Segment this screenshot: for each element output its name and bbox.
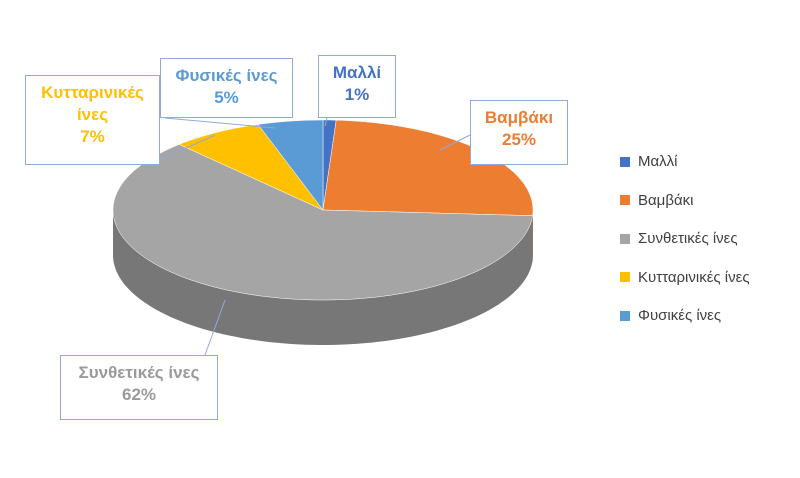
data-label-name: Βαμβάκι bbox=[484, 108, 554, 127]
data-label-value: 25% bbox=[501, 130, 537, 149]
legend-swatch bbox=[620, 272, 630, 282]
data-label-name: Φυσικές ίνες bbox=[175, 66, 278, 85]
data-label: Μαλλί 1% bbox=[318, 55, 396, 118]
data-label-name: Μαλλί bbox=[332, 63, 382, 82]
legend-item: Βαμβάκι bbox=[620, 192, 693, 209]
data-label-value: 7% bbox=[80, 127, 105, 146]
legend-swatch bbox=[620, 310, 630, 321]
data-label: Φυσικές ίνες 5% bbox=[160, 58, 293, 118]
leader-line bbox=[204, 299, 226, 356]
legend-label: Μαλλί bbox=[638, 153, 678, 170]
data-label-value: 1% bbox=[344, 85, 370, 104]
legend-item: Κυτταρινικές ίνες bbox=[620, 269, 750, 286]
data-label-value: 62% bbox=[121, 385, 157, 404]
legend-label: Βαμβάκι bbox=[638, 191, 694, 209]
data-label: Συνθετικές ίνες 62% bbox=[60, 355, 218, 420]
slice bbox=[112, 144, 533, 301]
legend-label: Φυσικές ίνες bbox=[638, 307, 722, 324]
legend-swatch bbox=[620, 233, 630, 244]
data-label-value: 5% bbox=[214, 88, 239, 107]
data-label-name: Κυτταρινικές ίνες bbox=[41, 83, 144, 124]
data-label: Βαμβάκι 25% bbox=[470, 100, 568, 165]
legend-item: Μαλλί bbox=[620, 153, 678, 170]
data-label: Κυτταρινικές ίνες 7% bbox=[25, 75, 160, 165]
legend-swatch bbox=[620, 195, 630, 205]
slice bbox=[257, 119, 324, 211]
legend-item: Συνθετικές ίνες bbox=[620, 230, 738, 247]
legend-label: Κυτταρινικές ίνες bbox=[638, 268, 750, 286]
legend-item: Φυσικές ίνες bbox=[620, 307, 721, 324]
legend-swatch bbox=[620, 156, 630, 167]
data-label-name: Συνθετικές ίνες bbox=[78, 363, 200, 382]
slice-side bbox=[113, 210, 533, 345]
leader-line bbox=[439, 134, 471, 151]
leader-line bbox=[324, 117, 328, 127]
leader-line bbox=[164, 117, 276, 129]
legend-label: Συνθετικές ίνες bbox=[638, 230, 738, 247]
leader-line bbox=[159, 134, 216, 161]
